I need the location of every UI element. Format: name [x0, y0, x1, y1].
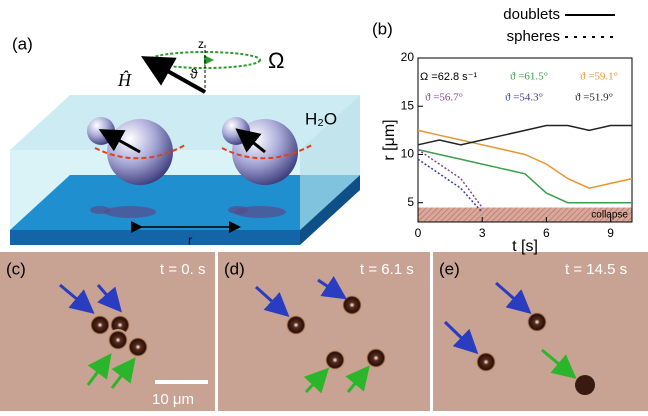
series-line — [418, 150, 482, 208]
panel-label: (e) — [439, 259, 460, 278]
series-label: ϑ =56.7° — [425, 92, 463, 104]
band-label: collapse — [591, 209, 628, 220]
x-tick-label: 9 — [607, 226, 614, 240]
y-tick-label: 15 — [401, 98, 415, 112]
panel-e: (e) t = 14.5 s — [433, 252, 648, 411]
time-label: t = 6.1 s — [360, 261, 414, 278]
x-tick-label: 0 — [415, 226, 422, 240]
series-label: ϑ =61.5° — [510, 71, 548, 83]
series-label: ϑ =54.3° — [505, 92, 543, 104]
annotation: Ω =62.8 s⁻¹ — [420, 71, 477, 83]
scale-label: 10 μm — [152, 391, 194, 408]
series-line — [418, 126, 632, 145]
panel-a: (a) z ϑ Ω Ĥ H₂O r — [10, 34, 360, 247]
x-axis-label: t [s] — [512, 238, 538, 255]
distance-label: r — [188, 232, 193, 247]
x-tick-label: 6 — [543, 226, 550, 240]
y-tick-label: 20 — [401, 50, 415, 64]
y-axis-label: r [μm] — [381, 119, 398, 160]
panel-label: (c) — [6, 259, 26, 278]
y-tick-label: 5 — [407, 195, 414, 209]
series-line — [418, 150, 632, 203]
panel-label: (a) — [12, 34, 33, 53]
figure: (a) z ϑ Ω Ĥ H₂O r (b) (c) t = 0. s 10 μm… — [0, 0, 648, 411]
series-line — [418, 130, 632, 188]
x-tick-label: 3 — [479, 226, 486, 240]
panel-label: (d) — [224, 259, 245, 278]
panel-d: (d) t = 6.1 s — [218, 252, 430, 411]
angle-label: ϑ — [190, 66, 198, 82]
legend-label: spheres — [507, 28, 560, 45]
series-line — [418, 159, 482, 212]
time-label: t = 14.5 s — [565, 261, 627, 278]
legend-label: doublets — [503, 6, 560, 23]
series-label: ϑ =51.9° — [575, 92, 613, 104]
y-tick-label: 10 — [401, 147, 415, 161]
axis-label: z — [198, 37, 204, 51]
panel-label: (b) — [372, 19, 393, 38]
medium-label: H₂O — [305, 109, 337, 128]
time-label: t = 0. s — [160, 261, 205, 278]
series-label: ϑ =59.1° — [580, 71, 618, 83]
field-label: Ĥ — [117, 69, 132, 90]
omega-label: Ω — [268, 48, 284, 73]
panel-c: (c) t = 0. s 10 μm — [0, 252, 215, 411]
